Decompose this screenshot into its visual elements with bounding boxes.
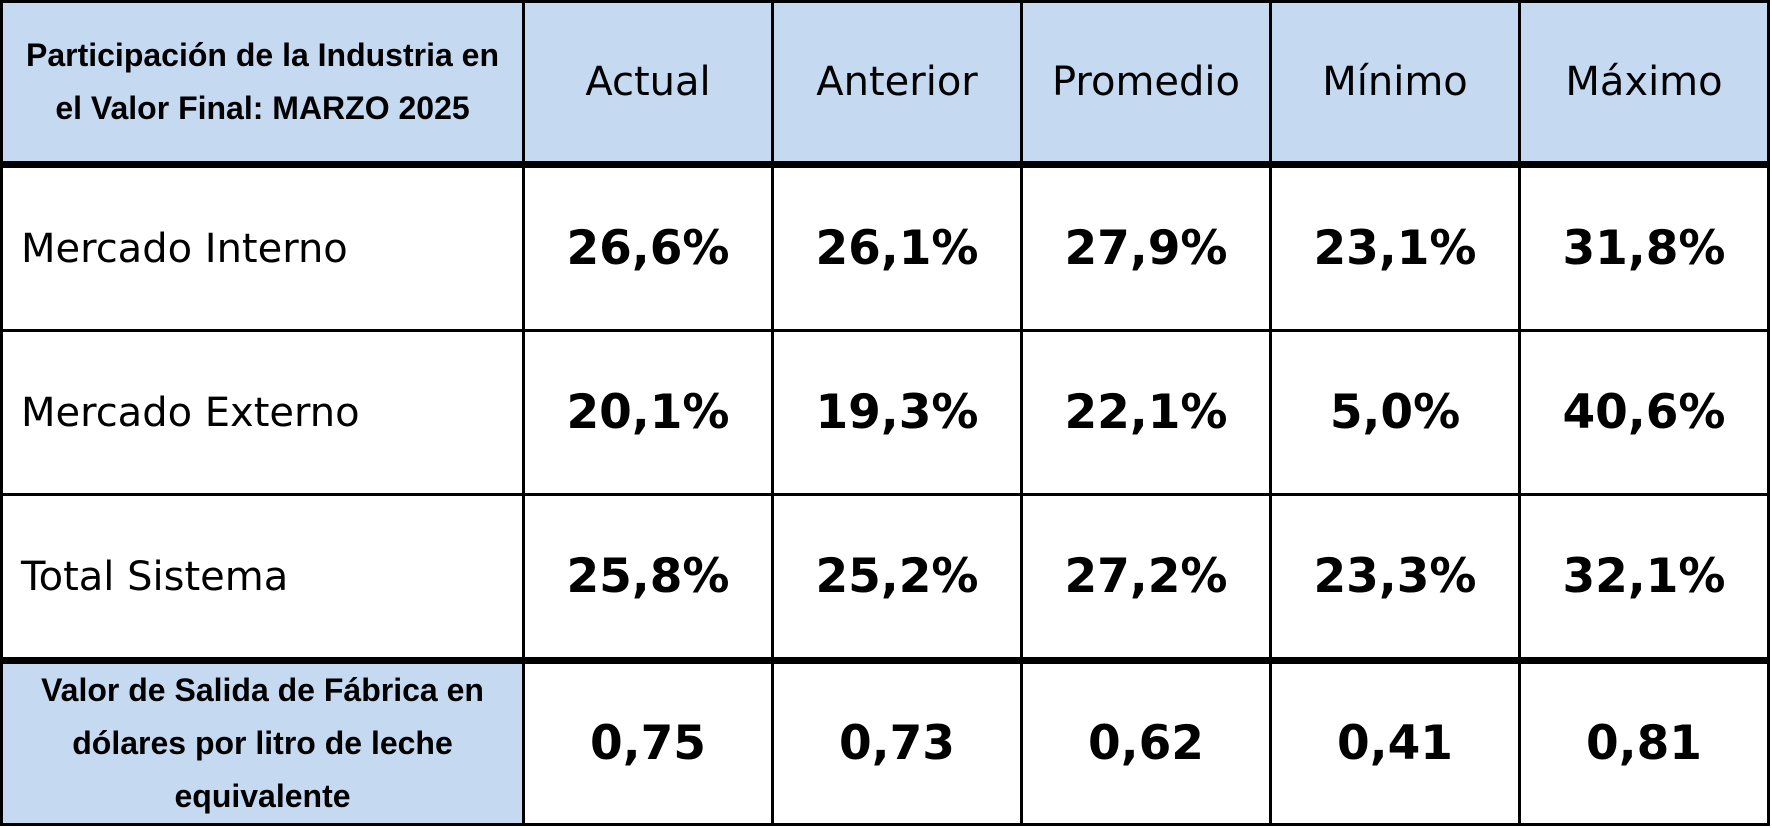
- row-label: Total Sistema: [0, 493, 525, 662]
- column-header-maximo: Máximo: [1518, 0, 1770, 168]
- table-cell: 20,1%: [522, 329, 774, 496]
- row-label: Mercado Externo: [0, 329, 525, 496]
- table-cell: 31,8%: [1518, 163, 1770, 332]
- column-header-actual: Actual: [522, 0, 774, 168]
- table-cell: 23,3%: [1269, 493, 1521, 662]
- table-cell: 27,2%: [1020, 493, 1272, 662]
- table-cell: 5,0%: [1269, 329, 1521, 496]
- table-cell: 32,1%: [1518, 493, 1770, 662]
- table-cell: 25,8%: [522, 493, 774, 662]
- column-header-minimo: Mínimo: [1269, 0, 1521, 168]
- footer-cell: 0,81: [1518, 657, 1770, 826]
- table-row-mercado-interno: Mercado Interno 26,6% 26,1% 27,9% 23,1% …: [0, 163, 1770, 332]
- table-cell: 22,1%: [1020, 329, 1272, 496]
- footer-cell: 0,75: [522, 657, 774, 826]
- footer-row: Valor de Salida de Fábrica en dólares po…: [0, 657, 1770, 826]
- footer-cell: 0,73: [771, 657, 1023, 826]
- table-cell: 27,9%: [1020, 163, 1272, 332]
- column-header-anterior: Anterior: [771, 0, 1023, 168]
- table-title: Participación de la Industria en el Valo…: [0, 0, 525, 168]
- table-cell: 25,2%: [771, 493, 1023, 662]
- footer-label: Valor de Salida de Fábrica en dólares po…: [0, 657, 525, 826]
- table-row-mercado-externo: Mercado Externo 20,1% 19,3% 22,1% 5,0% 4…: [0, 329, 1770, 496]
- table-cell: 40,6%: [1518, 329, 1770, 496]
- header-row: Participación de la Industria en el Valo…: [0, 0, 1770, 168]
- footer-cell: 0,41: [1269, 657, 1521, 826]
- table-cell: 26,1%: [771, 163, 1023, 332]
- footer-cell: 0,62: [1020, 657, 1272, 826]
- column-header-promedio: Promedio: [1020, 0, 1272, 168]
- table-cell: 23,1%: [1269, 163, 1521, 332]
- table-row-total-sistema: Total Sistema 25,8% 25,2% 27,2% 23,3% 32…: [0, 493, 1770, 662]
- table-cell: 19,3%: [771, 329, 1023, 496]
- table-cell: 26,6%: [522, 163, 774, 332]
- row-label: Mercado Interno: [0, 163, 525, 332]
